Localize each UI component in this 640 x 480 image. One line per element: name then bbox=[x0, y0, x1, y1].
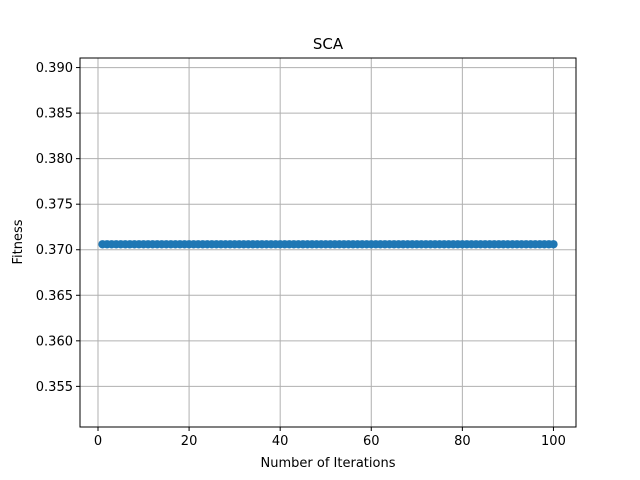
x-tick-label: 60 bbox=[363, 434, 380, 449]
x-axis-label: Number of Iterations bbox=[261, 456, 396, 471]
chart-title: SCA bbox=[313, 35, 344, 53]
x-tick-label: 20 bbox=[181, 434, 198, 449]
plot-frame bbox=[79, 57, 577, 428]
y-tick-label: 0.355 bbox=[36, 380, 73, 395]
x-tick-label: 100 bbox=[541, 434, 566, 449]
y-tick-label: 0.365 bbox=[36, 289, 73, 304]
x-tick-label: 40 bbox=[272, 434, 289, 449]
y-tick-label: 0.380 bbox=[36, 152, 73, 167]
y-axis-label: Fitness bbox=[11, 219, 26, 264]
x-tick-label: 80 bbox=[454, 434, 471, 449]
x-axis-ticks: 0 20 40 60 80 100 bbox=[94, 427, 566, 449]
y-tick-label: 0.390 bbox=[36, 61, 73, 76]
x-tick-label: 0 bbox=[94, 434, 102, 449]
series-markers bbox=[98, 240, 558, 249]
y-tick-label: 0.370 bbox=[36, 243, 73, 258]
data-point bbox=[549, 240, 558, 249]
y-axis-ticks: 0.355 0.360 0.365 0.370 0.375 0.380 0.385 0.390 bbox=[36, 61, 80, 395]
y-tick-label: 0.360 bbox=[36, 334, 73, 349]
y-tick-label: 0.375 bbox=[36, 198, 73, 213]
y-tick-label: 0.385 bbox=[36, 107, 73, 122]
